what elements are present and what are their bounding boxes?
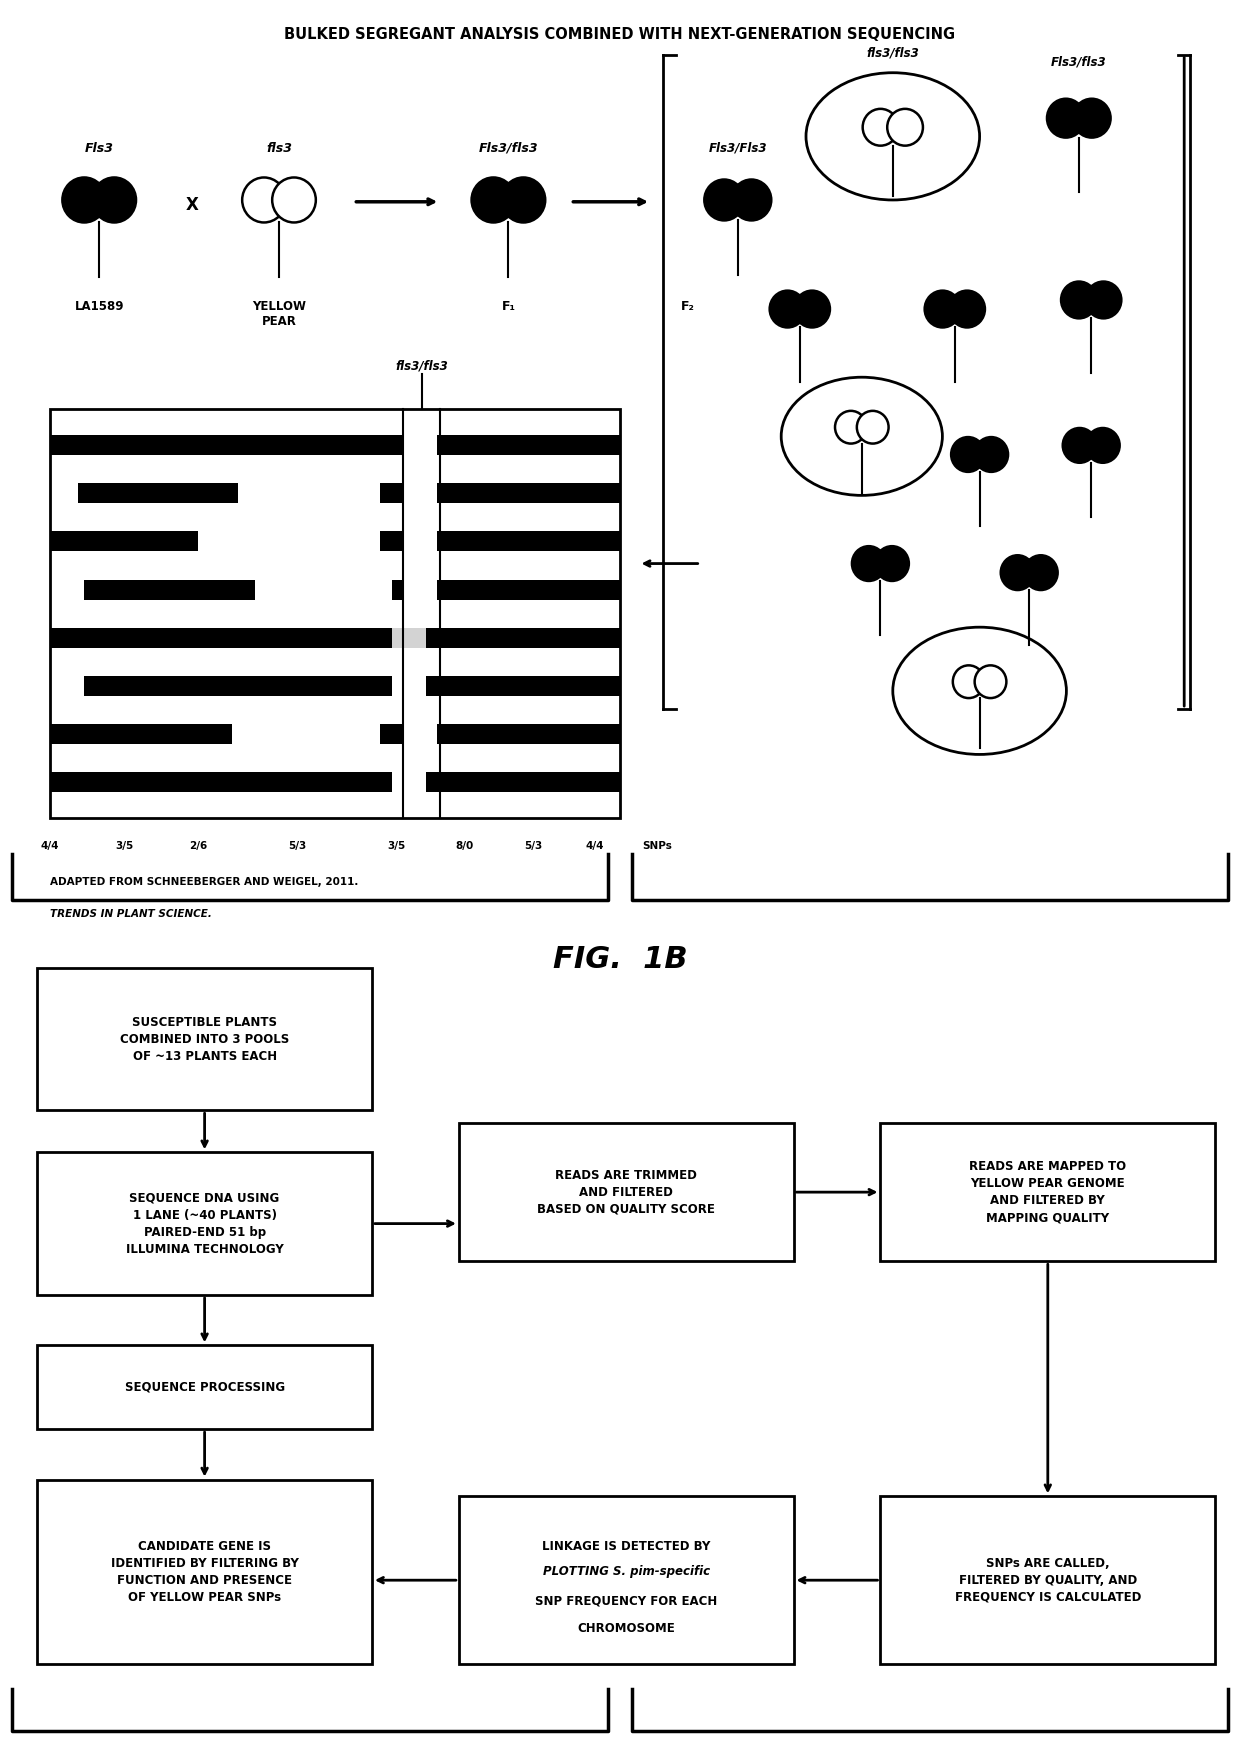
Ellipse shape <box>852 545 885 580</box>
Bar <box>403 435 438 456</box>
Text: 5/3: 5/3 <box>525 841 542 851</box>
Text: 2/6: 2/6 <box>190 841 207 851</box>
Text: X: X <box>186 196 198 213</box>
Text: PLOTTING S. pim-specific: PLOTTING S. pim-specific <box>543 1564 709 1578</box>
Text: 8/0: 8/0 <box>456 841 474 851</box>
FancyBboxPatch shape <box>880 1122 1215 1262</box>
Ellipse shape <box>471 178 515 222</box>
Bar <box>50 676 620 696</box>
Text: 3/5: 3/5 <box>388 841 405 851</box>
Text: SNPs ARE CALLED,
FILTERED BY QUALITY, AND
FREQUENCY IS CALCULATED: SNPs ARE CALLED, FILTERED BY QUALITY, AN… <box>955 1557 1141 1603</box>
Bar <box>255 580 392 600</box>
Ellipse shape <box>732 180 771 220</box>
Text: TRENDS IN PLANT SCIENCE.: TRENDS IN PLANT SCIENCE. <box>50 909 212 919</box>
Bar <box>50 531 620 551</box>
Text: F₂: F₂ <box>681 301 696 313</box>
Bar <box>238 484 381 503</box>
Text: 4/4: 4/4 <box>587 841 604 851</box>
Text: YELLOW
PEAR: YELLOW PEAR <box>252 301 306 329</box>
Ellipse shape <box>1086 281 1121 318</box>
Ellipse shape <box>975 666 1007 697</box>
Ellipse shape <box>795 290 830 327</box>
FancyBboxPatch shape <box>37 1479 372 1664</box>
Ellipse shape <box>1001 556 1034 591</box>
Ellipse shape <box>1047 98 1085 138</box>
Ellipse shape <box>952 666 985 697</box>
Ellipse shape <box>925 290 960 327</box>
Ellipse shape <box>704 180 744 220</box>
Bar <box>50 409 620 818</box>
Bar <box>50 771 620 792</box>
Text: fls3/fls3: fls3/fls3 <box>867 45 919 59</box>
Bar <box>392 628 427 647</box>
Text: SUSCEPTIBLE PLANTS
COMBINED INTO 3 POOLS
OF ~13 PLANTS EACH: SUSCEPTIBLE PLANTS COMBINED INTO 3 POOLS… <box>120 1016 289 1063</box>
Text: fls3: fls3 <box>267 142 291 154</box>
Ellipse shape <box>863 108 898 145</box>
Ellipse shape <box>62 178 105 222</box>
Ellipse shape <box>951 437 985 472</box>
Bar <box>50 484 620 503</box>
FancyBboxPatch shape <box>37 1152 372 1295</box>
FancyBboxPatch shape <box>880 1496 1215 1664</box>
Text: READS ARE MAPPED TO
YELLOW PEAR GENOME
AND FILTERED BY
MAPPING QUALITY: READS ARE MAPPED TO YELLOW PEAR GENOME A… <box>970 1161 1126 1224</box>
Ellipse shape <box>273 178 316 222</box>
Bar <box>50 676 84 696</box>
Ellipse shape <box>1024 556 1058 591</box>
Ellipse shape <box>1063 428 1096 463</box>
Ellipse shape <box>93 178 136 222</box>
Text: ADAPTED FROM SCHNEEBERGER AND WEIGEL, 2011.: ADAPTED FROM SCHNEEBERGER AND WEIGEL, 20… <box>50 877 358 888</box>
Text: LINKAGE IS DETECTED BY: LINKAGE IS DETECTED BY <box>542 1540 711 1554</box>
Bar <box>50 724 620 743</box>
Text: 4/4: 4/4 <box>41 841 58 851</box>
Bar <box>392 771 427 792</box>
Text: CHROMOSOME: CHROMOSOME <box>578 1622 675 1636</box>
FancyBboxPatch shape <box>37 1346 372 1430</box>
Text: SEQUENCE DNA USING
1 LANE (~40 PLANTS)
PAIRED-END 51 bp
ILLUMINA TECHNOLOGY: SEQUENCE DNA USING 1 LANE (~40 PLANTS) P… <box>125 1192 284 1255</box>
Text: Fls3: Fls3 <box>84 142 114 154</box>
Bar <box>403 580 438 600</box>
Bar <box>403 531 438 551</box>
Bar <box>50 435 620 456</box>
Text: F₁: F₁ <box>501 301 516 313</box>
Text: CANDIDATE GENE IS
IDENTIFIED BY FILTERING BY
FUNCTION AND PRESENCE
OF YELLOW PEA: CANDIDATE GENE IS IDENTIFIED BY FILTERIN… <box>110 1540 299 1605</box>
Text: LA1589: LA1589 <box>74 301 124 313</box>
Text: READS ARE TRIMMED
AND FILTERED
BASED ON QUALITY SCORE: READS ARE TRIMMED AND FILTERED BASED ON … <box>537 1169 715 1215</box>
Text: SEQUENCE PROCESSING: SEQUENCE PROCESSING <box>124 1381 285 1393</box>
Text: BULKED SEGREGANT ANALYSIS COMBINED WITH NEXT-GENERATION SEQUENCING: BULKED SEGREGANT ANALYSIS COMBINED WITH … <box>284 28 956 42</box>
Text: fls3/fls3: fls3/fls3 <box>396 360 448 372</box>
Text: Fls3/fls3: Fls3/fls3 <box>479 142 538 154</box>
Text: 3/5: 3/5 <box>115 841 133 851</box>
Ellipse shape <box>950 290 985 327</box>
Ellipse shape <box>975 437 1008 472</box>
Bar <box>392 676 427 696</box>
Bar <box>50 484 78 503</box>
Text: SNPs: SNPs <box>642 841 672 851</box>
Bar <box>198 531 381 551</box>
Ellipse shape <box>835 411 867 444</box>
Ellipse shape <box>501 178 546 222</box>
Text: SNP FREQUENCY FOR EACH: SNP FREQUENCY FOR EACH <box>536 1594 717 1608</box>
FancyBboxPatch shape <box>459 1496 794 1664</box>
Ellipse shape <box>888 108 923 145</box>
Bar <box>232 724 381 743</box>
FancyBboxPatch shape <box>459 1122 794 1262</box>
Ellipse shape <box>242 178 285 222</box>
Ellipse shape <box>875 545 909 580</box>
Ellipse shape <box>1086 428 1120 463</box>
Text: FIG.  1B: FIG. 1B <box>553 946 687 974</box>
Text: 5/3: 5/3 <box>289 841 306 851</box>
Ellipse shape <box>857 411 889 444</box>
Bar <box>403 724 438 743</box>
Ellipse shape <box>1061 281 1096 318</box>
Bar <box>50 580 620 600</box>
Text: Fls3/Fls3: Fls3/Fls3 <box>708 142 768 154</box>
Ellipse shape <box>770 290 806 327</box>
Bar <box>403 484 438 503</box>
FancyBboxPatch shape <box>37 968 372 1110</box>
Text: Fls3/fls3: Fls3/fls3 <box>1052 56 1106 68</box>
Bar <box>50 580 84 600</box>
Ellipse shape <box>1073 98 1111 138</box>
Bar <box>50 628 620 647</box>
